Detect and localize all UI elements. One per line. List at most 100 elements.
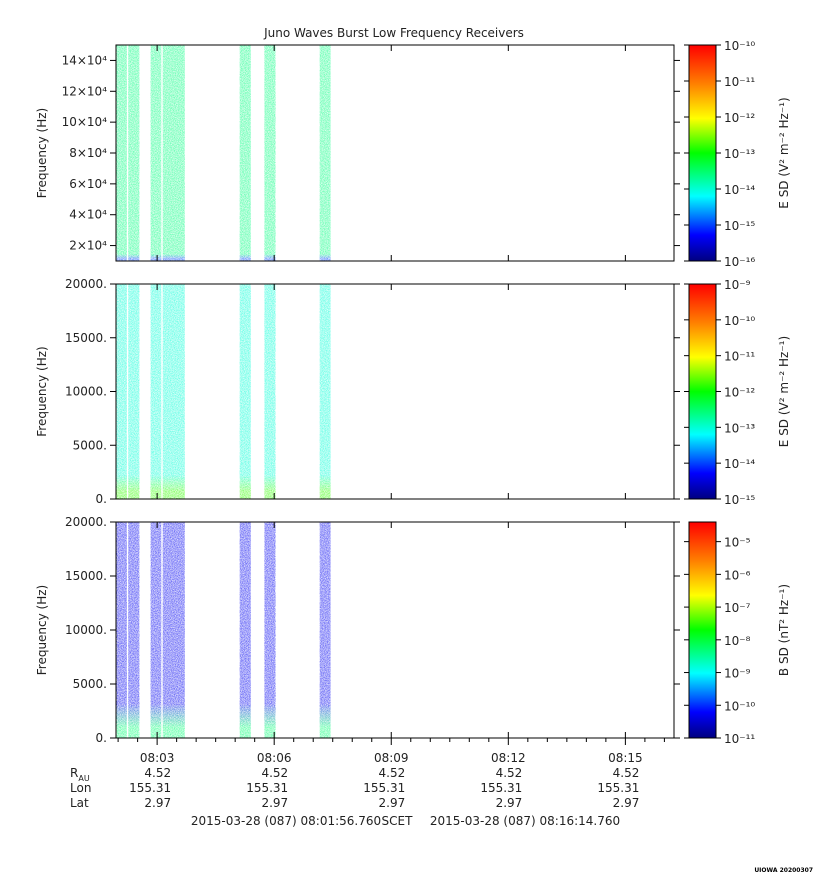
y-tick-label: 12×10⁴ — [62, 84, 108, 98]
ephemeris-value: 4.52 — [613, 766, 640, 780]
y-tick-label: 10000. — [65, 385, 107, 399]
y-tick-label: 10×10⁴ — [62, 115, 108, 129]
ephemeris-value: 4.52 — [379, 766, 406, 780]
ephemeris-value: 2.97 — [144, 796, 171, 810]
y-tick-label: 8×10⁴ — [69, 146, 107, 160]
panel-frame — [115, 44, 675, 262]
time-tick-label: 08:12 — [491, 751, 526, 765]
spectrogram-block — [239, 284, 251, 499]
spectrogram-block — [116, 45, 127, 261]
y-tick-label: 0. — [96, 731, 107, 745]
colorbar-tick-label: 10⁻⁶ — [724, 568, 751, 582]
y-tick-label: 20000. — [65, 515, 107, 529]
spectrogram-block — [128, 522, 140, 738]
colorbar-label: E SD (V² m⁻² Hz⁻¹) — [777, 336, 791, 447]
time-tick-label: 08:09 — [374, 751, 409, 765]
panel-3: 20000. 15000. 10000. 5000. 0. Frequency (Hz) 1… — [35, 515, 791, 746]
time-axis: 08:03 08:06 08:09 08:12 08:15 — [117, 738, 665, 765]
time-tick-label: 08:06 — [257, 751, 292, 765]
y-axis-label: Frequency (Hz) — [35, 346, 49, 437]
colorbar-tick-label: 10⁻¹⁴ — [724, 183, 755, 197]
ephemeris-value: 155.31 — [363, 781, 405, 795]
ephemeris-value: 155.31 — [246, 781, 288, 795]
panel-frame — [115, 521, 675, 739]
y-tick-label: 0. — [96, 492, 107, 506]
spectrogram-block — [319, 522, 331, 738]
y-tick-label: 14×10⁴ — [62, 53, 108, 67]
colorbar-tick-label: 10⁻¹⁵ — [724, 219, 755, 233]
colorbar-tick-label: 10⁻¹² — [724, 111, 755, 125]
y-tick-label: 4×10⁴ — [69, 208, 107, 222]
spectrogram-block — [264, 522, 276, 738]
colorbar-tick-label: 10⁻¹⁶ — [724, 255, 755, 269]
ephemeris-value: 4.52 — [496, 766, 523, 780]
spectrogram-block — [319, 45, 331, 261]
ephemeris-value: 155.31 — [129, 781, 171, 795]
colorbar-tick-label: 10⁻¹³ — [724, 147, 755, 161]
ephemeris-row-label: Lon — [70, 781, 91, 795]
colorbar-tick-label: 10⁻⁹ — [724, 667, 751, 681]
ephemeris-value: 155.31 — [480, 781, 522, 795]
colorbar-label: E SD (V² m⁻² Hz⁻¹) — [777, 97, 791, 208]
colorbar-tick-label: 10⁻¹⁰ — [724, 699, 755, 713]
colorbar-label: B SD (nT² Hz⁻¹) — [777, 584, 791, 676]
spectrogram-block — [116, 284, 127, 499]
colorbar-tick-label: 10⁻¹¹ — [724, 350, 755, 364]
spectrogram-block — [162, 522, 185, 738]
ephemeris-value: 2.97 — [613, 796, 640, 810]
colorbar-tick-label: 10⁻¹¹ — [724, 75, 755, 89]
ephemeris-value: 155.31 — [597, 781, 639, 795]
ephemeris-value: 2.97 — [496, 796, 523, 810]
spectrogram-block — [264, 284, 276, 499]
colorbar-tick-label: 10⁻⁸ — [724, 634, 751, 648]
colorbar-tick-label: 10⁻¹⁰ — [724, 314, 755, 328]
spectrogram-block — [239, 522, 251, 738]
colorbar — [688, 283, 717, 500]
spectrogram-block — [150, 522, 162, 738]
spectrogram-block — [128, 284, 140, 499]
ephemeris-value: 4.52 — [261, 766, 288, 780]
end-time-label: 2015-03-28 (087) 08:16:14.760 — [430, 814, 620, 828]
spectrogram-block — [150, 284, 162, 499]
ephemeris-value: 4.52 — [144, 766, 171, 780]
y-tick-label: 20000. — [65, 277, 107, 291]
ephemeris-row-label: Lat — [70, 796, 89, 810]
colorbar — [688, 44, 717, 262]
colorbar-tick-label: 10⁻¹⁵ — [724, 493, 755, 507]
colorbar — [688, 521, 717, 739]
spectrogram-block — [162, 45, 185, 261]
scet-label: SCET — [382, 814, 414, 828]
spectrogram-block — [150, 45, 162, 261]
spectrogram-block — [264, 45, 276, 261]
spectrogram-block — [128, 45, 140, 261]
time-tick-label: 08:15 — [608, 751, 643, 765]
spectrogram-block — [239, 45, 251, 261]
panel-2: 20000. 15000. 10000. 5000. 0. Frequency (Hz) 1… — [35, 277, 791, 507]
colorbar-tick-label: 10⁻¹⁰ — [724, 39, 755, 53]
spectrogram-block — [319, 284, 331, 499]
colorbar-tick-label: 10⁻⁹ — [724, 278, 751, 292]
ephemeris-value: 2.97 — [379, 796, 406, 810]
y-axis-label: Frequency (Hz) — [35, 108, 49, 199]
y-axis-label: Frequency (Hz) — [35, 585, 49, 676]
version-stamp: UIOWA 20200307 — [754, 867, 813, 874]
colorbar-tick-label: 10⁻¹¹ — [724, 732, 755, 746]
panel-1: 2×10⁴ 4×10⁴ 6×10⁴ 8×10⁴ 10×10⁴ 12×10⁴ 14×10⁴ Fr… — [35, 39, 791, 269]
y-tick-label: 15000. — [65, 331, 107, 345]
y-tick-label: 15000. — [65, 569, 107, 583]
panel-frame — [115, 283, 675, 500]
chart-title: Juno Waves Burst Low Frequency Receivers — [263, 26, 524, 40]
y-tick-label: 10000. — [65, 623, 107, 637]
colorbar-tick-label: 10⁻¹² — [724, 386, 755, 400]
colorbar-tick-label: 10⁻⁷ — [724, 601, 751, 615]
y-tick-label: 5000. — [73, 677, 107, 691]
start-time-label: 2015-03-28 (087) 08:01:56.760 — [191, 814, 381, 828]
y-tick-label: 6×10⁴ — [69, 177, 107, 191]
ephemeris-value: 2.97 — [261, 796, 288, 810]
spectrogram-block — [116, 522, 127, 738]
y-tick-label: 2×10⁴ — [69, 239, 107, 253]
panels: 2×10⁴ 4×10⁴ 6×10⁴ 8×10⁴ 10×10⁴ 12×10⁴ 14×10⁴ Fr… — [35, 39, 791, 746]
time-tick-label: 08:03 — [140, 751, 175, 765]
